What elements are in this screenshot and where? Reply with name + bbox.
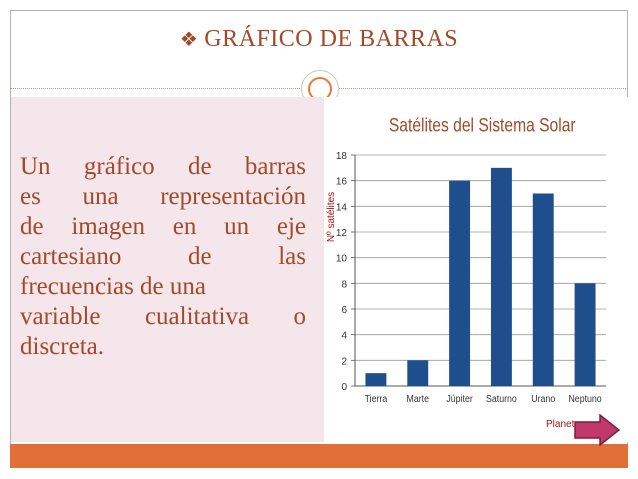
body-line: discreta. — [20, 333, 104, 360]
body-text: Un gráfico de barras es una representaci… — [20, 152, 306, 362]
diamond-bullet-icon: ❖ — [179, 29, 199, 51]
x-tick-label: Marte — [407, 392, 429, 404]
bar — [574, 283, 596, 386]
slide-title: ❖ GRÁFICO DE BARRAS — [0, 26, 638, 53]
bar — [532, 193, 554, 386]
y-tick-label: 6 — [341, 305, 347, 316]
x-axis-label: Planetas — [546, 419, 585, 430]
x-tick-label: Urano — [531, 392, 555, 404]
bar — [449, 180, 471, 386]
footer-bar — [10, 444, 628, 468]
y-tick-label: 0 — [341, 382, 347, 393]
y-tick-label: 18 — [336, 151, 348, 162]
x-tick-label: Neptuno — [568, 392, 601, 404]
body-line: es una representación — [20, 183, 306, 210]
slide-title-text: GRÁFICO DE BARRAS — [204, 26, 459, 52]
x-tick-label: Tierra — [365, 392, 388, 404]
bar — [407, 360, 429, 386]
text-panel — [11, 97, 324, 442]
bar-chart: Satélites del Sistema Solar 0 2 4 6 8 10 12 14 16… — [324, 97, 628, 442]
bar — [490, 167, 512, 386]
bar — [365, 373, 387, 386]
y-axis-label: Nº satélites — [326, 192, 337, 242]
y-tick-label: 10 — [336, 254, 348, 265]
y-tick-label: 2 — [341, 356, 347, 367]
y-tick-label: 16 — [336, 177, 348, 188]
y-tick-label: 8 — [341, 279, 347, 290]
y-tick-label: 12 — [336, 228, 348, 239]
body-line: Un gráfico de barras — [20, 153, 306, 180]
body-line: de imagen en un eje — [20, 213, 306, 240]
next-arrow-icon[interactable] — [574, 414, 620, 446]
x-tick-label: Júpiter — [446, 392, 472, 404]
body-line: frecuencias de una — [20, 273, 206, 300]
body-line: variable cualitativa o — [20, 303, 306, 330]
y-tick-label: 14 — [336, 202, 348, 213]
x-tick-label: Saturno — [486, 392, 517, 404]
body-line: cartesiano de las — [20, 243, 306, 270]
y-tick-label: 4 — [341, 331, 347, 342]
bar-chart-svg: Satélites del Sistema Solar 0 2 4 6 8 10 12 14 16… — [326, 114, 606, 430]
chart-title: Satélites del Sistema Solar — [389, 114, 576, 136]
